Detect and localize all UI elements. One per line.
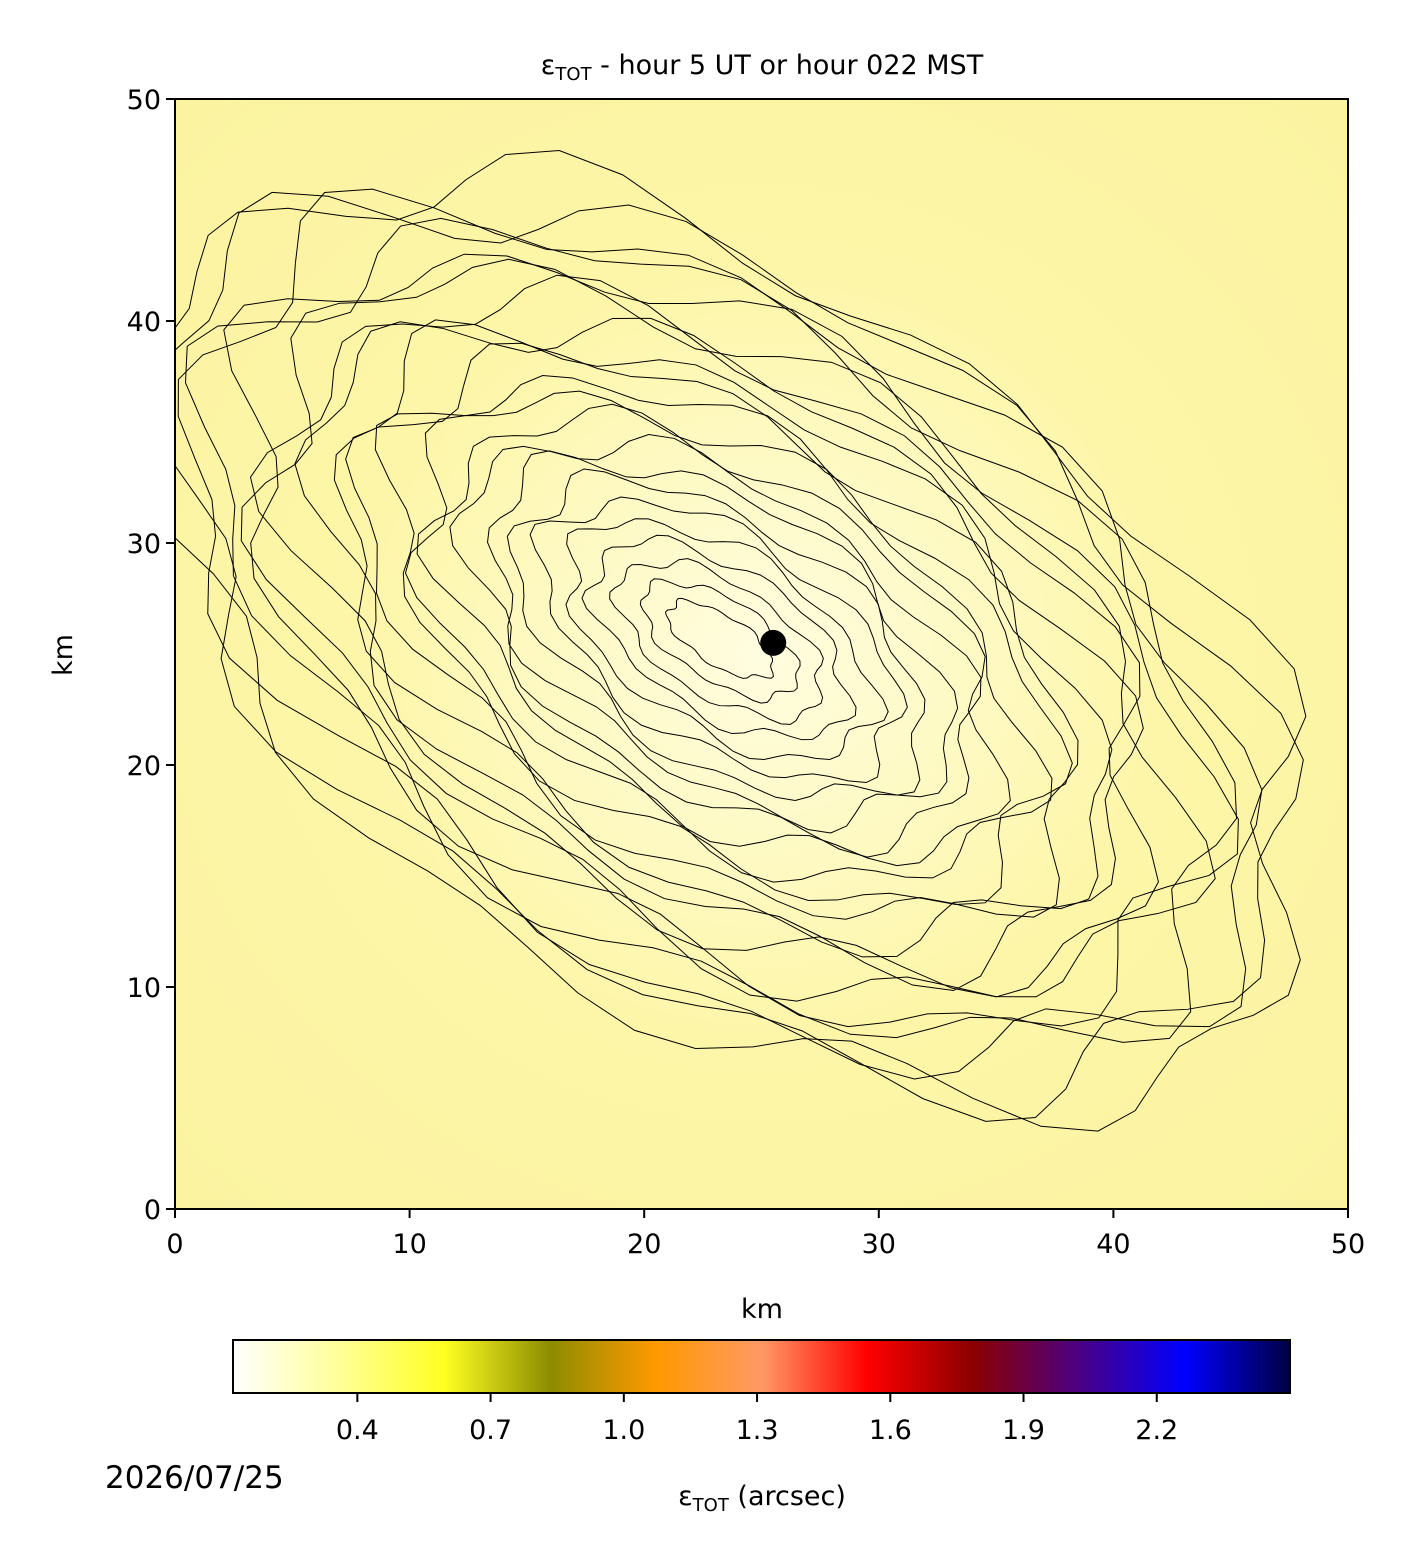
contour [529,496,908,784]
contour [333,319,1113,958]
contour [486,450,959,834]
x-tick-label: 20 [627,1229,661,1260]
date: 2026/07/25 [105,1460,284,1496]
point [760,629,787,656]
contour [249,274,1159,998]
colorbar-label: εTOT (arcsec) [678,1481,846,1516]
x-tick-label: 50 [1331,1229,1365,1260]
contour [609,558,824,725]
colorbar-tick-label: 1.6 [869,1415,912,1446]
contour [665,597,774,679]
contour [240,258,1216,1002]
x-tick-label: 0 [166,1229,183,1260]
y-tick-label: 20 [127,751,161,782]
y-tick-label: 0 [144,1195,161,1226]
y-tick-label: 10 [127,973,161,1004]
contour [294,317,1144,992]
y-axis-label: km [48,634,79,676]
chart-title: εTOT - hour 5 UT or hour 022 MST [541,50,984,85]
x-tick-label: 10 [392,1229,426,1260]
x-tick-label: 40 [1096,1229,1130,1260]
contour [404,390,1053,883]
contour [449,434,982,858]
contour [177,188,1263,1080]
colorbar [232,1339,1291,1394]
contour [374,374,1073,905]
contour [416,403,1011,867]
contour [175,150,1307,1132]
colorbar-tick-label: 0.7 [469,1415,512,1446]
contours [175,150,1307,1132]
colorbar-tick-label: 1.0 [602,1415,645,1446]
contour [565,518,889,761]
y-tick-label: 30 [127,529,161,560]
y-tick-label: 40 [127,307,161,338]
colorbar-tick-label: 1.9 [1002,1415,1045,1446]
contour [175,191,1304,1122]
plot-frame [174,98,1349,1210]
contour [223,253,1239,1028]
x-tick-label: 30 [862,1229,896,1260]
contour [581,534,857,741]
contour [184,217,1238,1043]
colorbar-tick-label: 0.4 [336,1415,379,1446]
y-tick-label: 50 [127,85,161,116]
field [175,99,1348,1209]
colorbar-tick-label: 1.3 [736,1415,779,1446]
x-axis-label: km [741,1294,783,1325]
colorbar-tick-label: 2.2 [1135,1415,1178,1446]
